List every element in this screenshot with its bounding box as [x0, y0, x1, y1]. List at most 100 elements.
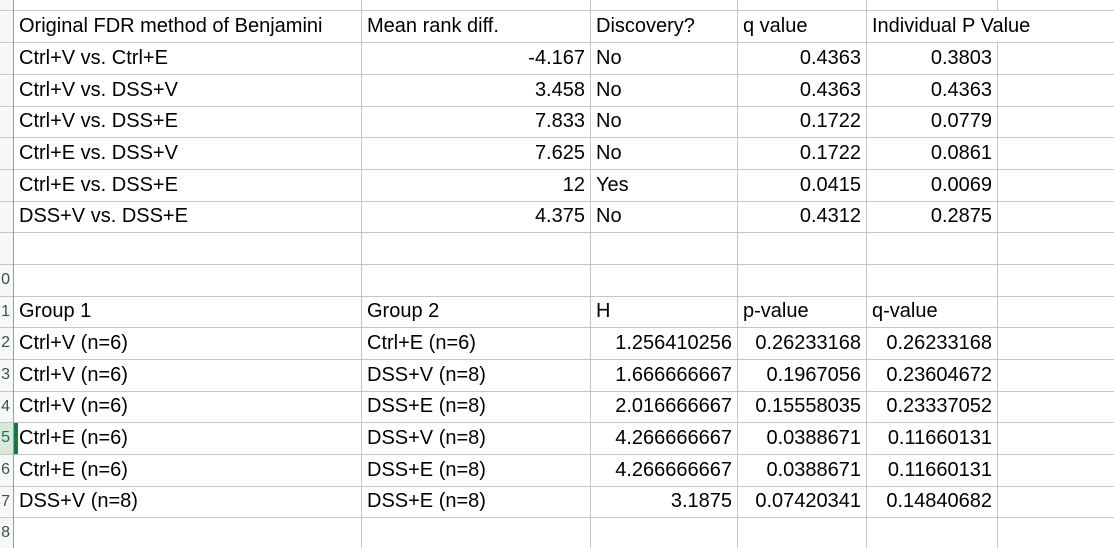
gridline-horizontal	[0, 327, 1114, 328]
row-header[interactable]: 4	[1, 398, 10, 415]
gridline-horizontal	[0, 391, 1114, 392]
kw-group1-cell[interactable]: DSS+V (n=8)	[19, 490, 138, 512]
row-header[interactable]: 6	[1, 461, 10, 478]
fdr-header-cell[interactable]: q value	[743, 15, 808, 37]
kw-q-value-cell[interactable]: 0.11660131	[887, 459, 992, 481]
gridline-horizontal	[0, 137, 1114, 138]
fdr-individual-p-value-cell[interactable]: 0.3803	[930, 47, 992, 69]
fdr-comparison-cell[interactable]: Ctrl+E vs. DSS+V	[19, 142, 178, 164]
fdr-q-value-cell[interactable]: 0.4312	[799, 205, 861, 227]
kw-p-value-cell[interactable]: 0.15558035	[755, 395, 861, 417]
row-header[interactable]: 8	[1, 524, 10, 541]
fdr-discovery-cell[interactable]: No	[596, 110, 622, 132]
kw-q-value-cell[interactable]: 0.26233168	[886, 332, 992, 354]
kw-group1-cell[interactable]: Ctrl+V (n=6)	[19, 332, 128, 354]
fdr-q-value-cell[interactable]: 0.1722	[799, 110, 861, 132]
kw-h-cell[interactable]: 3.1875	[670, 490, 732, 512]
gridline-vertical	[361, 0, 362, 548]
gridline-vertical	[737, 0, 738, 548]
fdr-q-value-cell[interactable]: 0.4363	[799, 47, 861, 69]
fdr-individual-p-value-cell[interactable]: 0.0069	[930, 174, 992, 196]
fdr-discovery-cell[interactable]: Yes	[596, 174, 629, 196]
kw-h-cell[interactable]: 4.266666667	[615, 427, 732, 449]
kw-group2-cell[interactable]: DSS+V (n=8)	[367, 364, 486, 386]
kw-p-value-cell[interactable]: 0.07420341	[755, 490, 861, 512]
gutter-border	[13, 0, 14, 548]
row-header[interactable]: 5	[1, 429, 10, 446]
kw-header-cell[interactable]: Group 1	[19, 300, 92, 322]
fdr-comparison-cell[interactable]: Ctrl+V vs. Ctrl+E	[19, 47, 168, 69]
kw-group1-cell[interactable]: Ctrl+V (n=6)	[19, 395, 128, 417]
gridline-horizontal	[0, 10, 1114, 11]
kw-h-cell[interactable]: 4.266666667	[615, 459, 732, 481]
row-header[interactable]: 0	[1, 271, 10, 288]
gridline-horizontal	[0, 74, 1114, 75]
kw-p-value-cell[interactable]: 0.1967056	[766, 364, 861, 386]
gridline-horizontal	[0, 486, 1114, 487]
kw-header-cell[interactable]: p-value	[743, 300, 809, 322]
selection-indicator-bar	[14, 423, 18, 454]
kw-p-value-cell[interactable]: 0.0388671	[766, 459, 861, 481]
gridline-horizontal	[0, 454, 1114, 455]
kw-group2-cell[interactable]: DSS+E (n=8)	[367, 459, 486, 481]
fdr-q-value-cell[interactable]: 0.4363	[799, 79, 861, 101]
kw-header-cell[interactable]: q-value	[872, 300, 938, 322]
gridline-horizontal	[0, 422, 1114, 423]
fdr-individual-p-value-cell[interactable]: 0.4363	[930, 79, 992, 101]
gridline-horizontal	[0, 359, 1114, 360]
kw-q-value-cell[interactable]: 0.14840682	[886, 490, 992, 512]
kw-header-cell[interactable]: H	[596, 300, 611, 322]
fdr-individual-p-value-cell[interactable]: 0.0861	[930, 142, 992, 164]
fdr-mean-rank-diff-cell[interactable]: 7.833	[534, 110, 585, 132]
fdr-comparison-cell[interactable]: Ctrl+V vs. DSS+E	[19, 110, 178, 132]
fdr-header-cell[interactable]: Individual P Value	[872, 15, 1031, 37]
row-header[interactable]: 3	[1, 366, 10, 383]
kw-q-value-cell[interactable]: 0.23337052	[886, 395, 992, 417]
fdr-mean-rank-diff-cell[interactable]: 7.625	[534, 142, 585, 164]
row-header[interactable]: 7	[1, 493, 10, 510]
fdr-mean-rank-diff-cell[interactable]: 12	[562, 174, 585, 196]
kw-group1-cell[interactable]: Ctrl+V (n=6)	[19, 364, 128, 386]
kw-group2-cell[interactable]: DSS+V (n=8)	[367, 427, 486, 449]
kw-p-value-cell[interactable]: 0.0388671	[766, 427, 861, 449]
fdr-discovery-cell[interactable]: No	[596, 47, 622, 69]
gridline-vertical	[997, 0, 998, 10]
fdr-comparison-cell[interactable]: DSS+V vs. DSS+E	[19, 205, 188, 227]
gridline-horizontal	[0, 42, 1114, 43]
kw-h-cell[interactable]: 1.256410256	[615, 332, 732, 354]
fdr-mean-rank-diff-cell[interactable]: 3.458	[534, 79, 585, 101]
selected-row-gutter-highlight	[0, 423, 13, 454]
gridline-vertical	[590, 0, 591, 548]
fdr-mean-rank-diff-cell[interactable]: -4.167	[528, 47, 585, 69]
fdr-header-cell[interactable]: Discovery?	[596, 15, 695, 37]
kw-h-cell[interactable]: 1.666666667	[615, 364, 732, 386]
row-header[interactable]: 2	[1, 334, 10, 351]
fdr-comparison-cell[interactable]: Ctrl+E vs. DSS+E	[19, 174, 178, 196]
row-header[interactable]: 1	[1, 303, 10, 320]
fdr-discovery-cell[interactable]: No	[596, 142, 622, 164]
kw-group2-cell[interactable]: DSS+E (n=8)	[367, 490, 486, 512]
fdr-comparison-cell[interactable]: Ctrl+V vs. DSS+V	[19, 79, 178, 101]
gridline-horizontal	[0, 296, 1114, 297]
kw-group1-cell[interactable]: Ctrl+E (n=6)	[19, 459, 128, 481]
fdr-discovery-cell[interactable]: No	[596, 205, 622, 227]
gridline-horizontal	[0, 169, 1114, 170]
fdr-mean-rank-diff-cell[interactable]: 4.375	[534, 205, 585, 227]
kw-q-value-cell[interactable]: 0.23604672	[886, 364, 992, 386]
fdr-q-value-cell[interactable]: 0.0415	[799, 174, 861, 196]
gridline-horizontal	[0, 232, 1114, 233]
fdr-header-cell[interactable]: Original FDR method of Benjamini	[19, 15, 323, 37]
kw-header-cell[interactable]: Group 2	[367, 300, 440, 322]
fdr-discovery-cell[interactable]: No	[596, 79, 622, 101]
kw-h-cell[interactable]: 2.016666667	[615, 395, 732, 417]
fdr-individual-p-value-cell[interactable]: 0.2875	[930, 205, 992, 227]
kw-p-value-cell[interactable]: 0.26233168	[755, 332, 861, 354]
gridline-horizontal	[0, 517, 1114, 518]
kw-q-value-cell[interactable]: 0.11660131	[887, 427, 992, 449]
kw-group2-cell[interactable]: DSS+E (n=8)	[367, 395, 486, 417]
fdr-individual-p-value-cell[interactable]: 0.0779	[930, 110, 992, 132]
kw-group2-cell[interactable]: Ctrl+E (n=6)	[367, 332, 476, 354]
fdr-header-cell[interactable]: Mean rank diff.	[367, 15, 499, 37]
fdr-q-value-cell[interactable]: 0.1722	[799, 142, 861, 164]
kw-group1-cell[interactable]: Ctrl+E (n=6)	[19, 427, 128, 449]
